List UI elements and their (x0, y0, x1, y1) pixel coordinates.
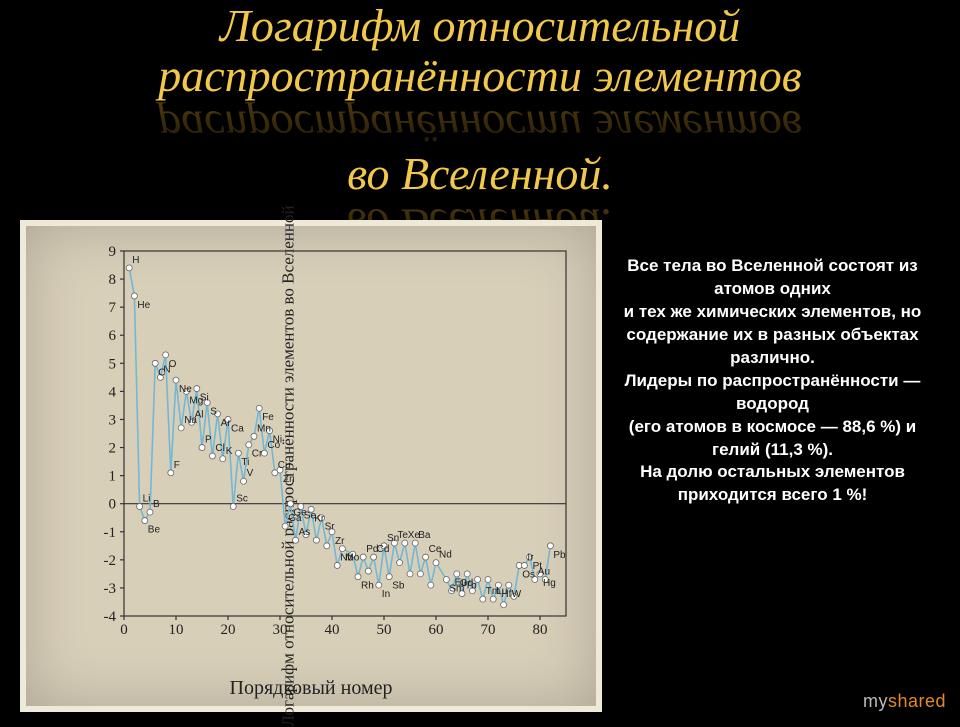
svg-text:9: 9 (109, 246, 117, 260)
svg-text:Sb: Sb (392, 581, 405, 592)
svg-text:80: 80 (533, 622, 548, 638)
svg-text:Fe: Fe (262, 412, 274, 423)
svg-text:6: 6 (109, 328, 117, 344)
svg-text:Ne: Ne (179, 384, 192, 395)
svg-text:10: 10 (169, 622, 184, 638)
svg-text:0: 0 (120, 622, 128, 638)
svg-text:-3: -3 (104, 581, 117, 597)
para-3: Лидеры по распространённости — водород (610, 370, 935, 416)
svg-text:Au: Au (538, 567, 550, 578)
svg-text:Mn: Mn (257, 423, 271, 434)
svg-text:40: 40 (325, 622, 340, 638)
svg-text:Cd: Cd (377, 544, 390, 555)
description-text: Все тела во Вселенной состоят из атомов … (610, 255, 935, 507)
svg-text:Tb: Tb (465, 581, 477, 592)
svg-text:B: B (153, 499, 160, 510)
svg-text:Hg: Hg (543, 578, 556, 589)
svg-text:Rh: Rh (361, 581, 374, 592)
svg-text:As: As (299, 527, 311, 538)
svg-text:Mo: Mo (345, 553, 359, 564)
para-2: и тех же химических элементов, но содерж… (610, 301, 935, 370)
svg-text:60: 60 (429, 622, 444, 638)
svg-text:Ni: Ni (273, 435, 282, 446)
abundance-chart: Логарифм относительной распространённост… (20, 220, 602, 712)
svg-text:P: P (205, 435, 212, 446)
slide-title-line3: во Вселенной. (0, 150, 960, 198)
svg-text:8: 8 (109, 272, 117, 288)
svg-text:V: V (247, 468, 254, 479)
para-1: Все тела во Вселенной состоят из атомов … (610, 255, 935, 301)
svg-text:70: 70 (481, 622, 496, 638)
title-text-3: во Вселенной. (347, 148, 613, 199)
svg-text:O: O (169, 359, 177, 370)
chart-svg: -4 -3 -2 -1 0 1 2 3 4 5 6 7 8 9 0 10 20 30 40 50 60 70 80 H He L… (96, 246, 576, 646)
para-4: (его атомов в космосе — 88,6 %) и гелий … (610, 416, 935, 462)
svg-text:Ca: Ca (231, 423, 244, 434)
svg-text:Nd: Nd (439, 550, 452, 561)
svg-text:-4: -4 (104, 609, 117, 625)
svg-text:3: 3 (109, 412, 117, 428)
svg-text:In: In (382, 589, 390, 600)
svg-text:-1: -1 (104, 525, 117, 541)
slide-title-line1: Логарифм относительной (0, 2, 960, 50)
svg-text:Be: Be (148, 525, 161, 536)
svg-text:W: W (512, 589, 522, 600)
svg-text:0: 0 (109, 497, 117, 513)
svg-text:Si: Si (200, 393, 209, 404)
svg-text:50: 50 (377, 622, 392, 638)
svg-text:Sr: Sr (325, 522, 336, 533)
svg-text:Zn: Zn (283, 474, 295, 485)
svg-text:Ti: Ti (241, 457, 249, 468)
svg-text:S: S (210, 407, 217, 418)
svg-text:5: 5 (109, 356, 117, 372)
svg-text:He: He (137, 300, 150, 311)
para-5: На долю остальных элементов приходится в… (610, 461, 935, 507)
svg-text:4: 4 (109, 384, 117, 400)
svg-text:Kr: Kr (314, 513, 325, 524)
svg-text:Te: Te (397, 530, 408, 541)
svg-text:Cl: Cl (215, 443, 224, 454)
svg-text:Hf: Hf (501, 589, 511, 600)
slide-title-line2: распространённости элементов (0, 52, 960, 100)
svg-text:Sc: Sc (236, 494, 248, 505)
svg-text:K: K (226, 446, 233, 457)
svg-text:F: F (174, 460, 180, 471)
title-text-2: распространённости элементов (158, 50, 801, 101)
svg-text:Li: Li (143, 494, 151, 505)
svg-text:Pb: Pb (553, 550, 566, 561)
svg-text:20: 20 (221, 622, 236, 638)
svg-text:H: H (132, 255, 139, 266)
svg-text:Ba: Ba (418, 530, 431, 541)
watermark-left: my (863, 691, 888, 711)
svg-text:Zr: Zr (335, 536, 345, 547)
svg-text:Ar: Ar (221, 418, 232, 429)
svg-text:1: 1 (109, 469, 117, 485)
svg-text:Cu: Cu (278, 460, 291, 471)
svg-text:7: 7 (109, 300, 117, 316)
watermark: myshared (863, 691, 946, 712)
title-text-1: Логарифм относительной (220, 0, 741, 51)
svg-text:-2: -2 (104, 553, 117, 569)
svg-text:Cr: Cr (252, 449, 263, 460)
svg-text:2: 2 (109, 441, 117, 457)
svg-text:30: 30 (273, 622, 288, 638)
svg-text:Al: Al (195, 409, 204, 420)
x-axis-label: Порядковый номер (26, 677, 596, 700)
title-line2-reflection: распространённости элементов (0, 102, 960, 150)
watermark-right: shared (888, 691, 946, 711)
